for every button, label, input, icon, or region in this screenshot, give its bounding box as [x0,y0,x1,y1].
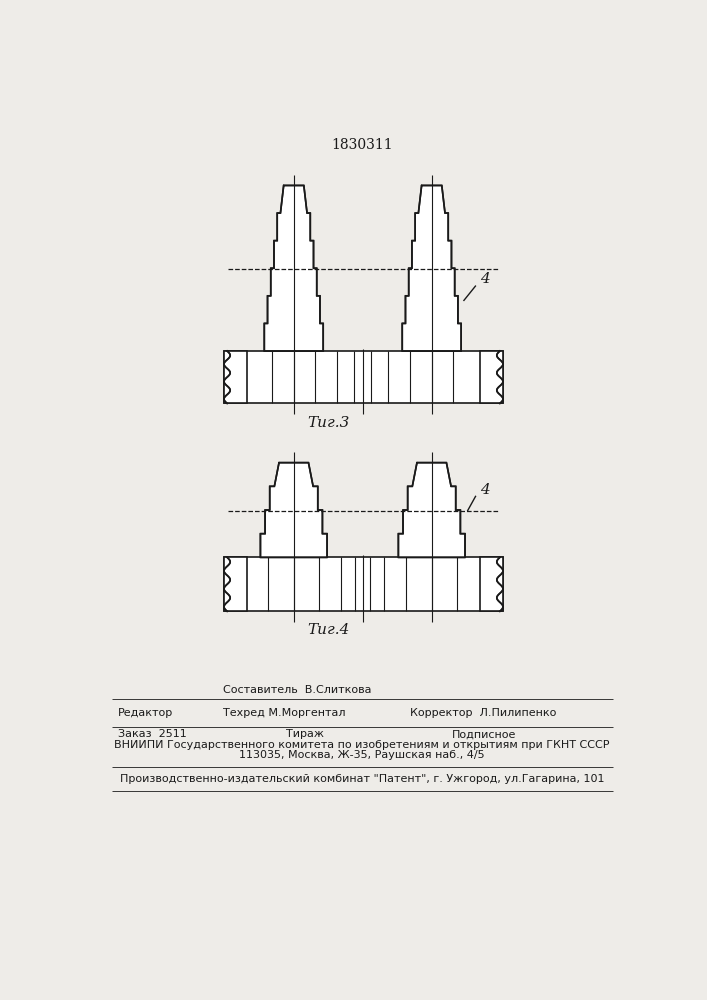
Text: Составитель  В.Слиткова: Составитель В.Слиткова [223,685,372,695]
Text: 4: 4 [480,272,489,286]
Polygon shape [398,463,465,557]
Text: Редактор: Редактор [118,708,173,718]
Text: 4: 4 [480,483,489,497]
Polygon shape [480,557,503,611]
Polygon shape [260,463,327,557]
Polygon shape [224,351,503,403]
Text: Τиг.3: Τиг.3 [308,416,350,430]
Text: Производственно-издательский комбинат "Патент", г. Ужгород, ул.Гагарина, 101: Производственно-издательский комбинат "П… [119,774,604,784]
Text: Техред М.Моргентал: Техред М.Моргентал [223,708,346,718]
Text: Тираж: Тираж [286,729,325,739]
Text: ВНИИПИ Государственного комитета по изобретениям и открытиям при ГКНТ СССР: ВНИИПИ Государственного комитета по изоб… [115,740,609,750]
Polygon shape [480,351,503,403]
Text: Корректор  Л.Пилипенко: Корректор Л.Пилипенко [411,708,557,718]
Polygon shape [224,557,247,611]
Text: Τиг.4: Τиг.4 [308,623,350,637]
Polygon shape [264,185,323,351]
Polygon shape [224,557,503,611]
Text: Подписное: Подписное [452,729,516,739]
Text: 113035, Москва, Ж-35, Раушская наб., 4/5: 113035, Москва, Ж-35, Раушская наб., 4/5 [239,750,485,760]
Text: 1830311: 1830311 [331,138,393,152]
Polygon shape [224,351,247,403]
Polygon shape [402,185,461,351]
Text: Заказ  2511: Заказ 2511 [118,729,187,739]
